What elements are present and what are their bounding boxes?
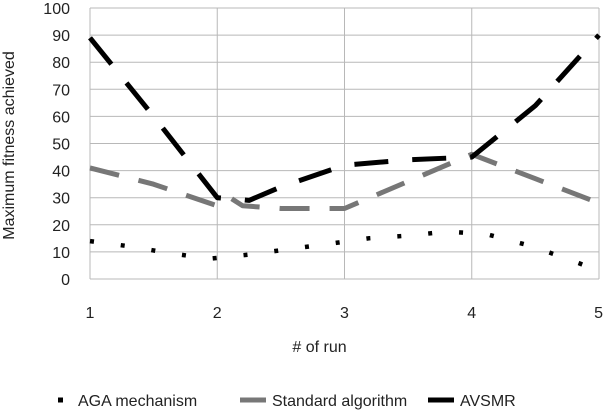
legend-label: AVSMR — [460, 393, 516, 410]
y-tick-label: 20 — [52, 218, 70, 235]
x-tick-label: 4 — [467, 305, 476, 322]
legend-label: AGA mechanism — [78, 393, 197, 410]
legend-label: Standard algorithm — [272, 393, 407, 410]
x-tick-label: 2 — [213, 305, 222, 322]
legend-swatch — [58, 397, 63, 403]
series-line-aga-mechanism — [89, 229, 600, 274]
y-tick-label: 70 — [52, 82, 70, 99]
y-tick-label: 90 — [52, 28, 70, 45]
y-tick-label: 80 — [52, 55, 70, 72]
y-tick-label: 40 — [52, 164, 70, 181]
x-tick-label: 1 — [86, 305, 95, 322]
series-line-avsmr — [88, 33, 601, 203]
legend: AGA mechanism Standard algorithm AVSMR — [58, 393, 516, 410]
x-tick-label: 3 — [340, 305, 349, 322]
x-tick-label: 5 — [594, 305, 603, 322]
y-tick-label: 30 — [52, 191, 70, 208]
gridlines — [89, 7, 600, 280]
x-axis-title: # of run — [292, 339, 346, 356]
y-axis-tick-labels: 0 10 20 30 40 50 60 70 80 90 100 — [43, 1, 70, 289]
x-axis-tick-labels: 1 2 3 4 5 — [86, 305, 604, 322]
y-tick-label: 0 — [61, 272, 70, 289]
y-tick-label: 60 — [52, 109, 70, 126]
y-axis-title: Maximum fitness achieved — [1, 51, 18, 240]
y-tick-label: 10 — [52, 245, 70, 262]
series-lines — [88, 33, 601, 274]
y-tick-label: 100 — [43, 1, 70, 18]
y-tick-label: 50 — [52, 137, 70, 154]
